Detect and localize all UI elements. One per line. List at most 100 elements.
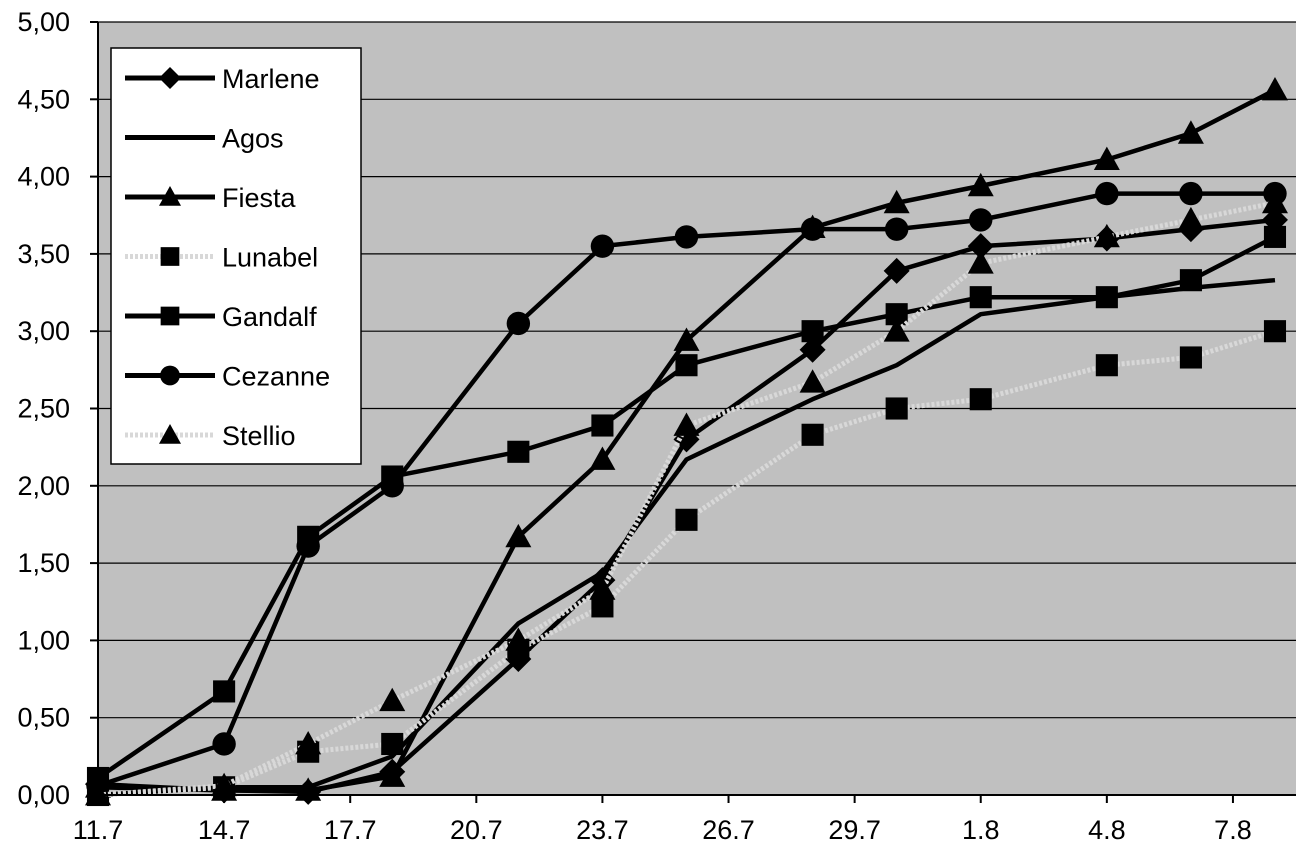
data-point-triangle (673, 412, 700, 436)
data-point-circle (800, 217, 825, 241)
data-point-triangle (159, 186, 181, 206)
data-point-triangle (1177, 206, 1204, 231)
data-point-triangle (1177, 120, 1204, 144)
data-point-triangle (1093, 146, 1120, 170)
y-tick-label: 4,00 (17, 162, 70, 192)
data-point-diamond (967, 233, 994, 260)
legend-item-lunabel: Lunabel (125, 243, 318, 273)
legend: Marlene Agos Fiesta Lunabel Gandalf Cezanne St… (110, 47, 362, 465)
data-point-square (160, 306, 180, 326)
data-point-circle (212, 732, 236, 756)
legend-item-marlene: Marlene (125, 64, 320, 94)
y-tick-label: 0,50 (17, 703, 70, 733)
data-point-triangle (967, 172, 994, 197)
data-point-triangle (505, 523, 532, 548)
data-point-square (801, 423, 824, 446)
data-point-triangle (673, 327, 700, 351)
data-point-circle (506, 311, 531, 336)
data-point-triangle (379, 763, 406, 787)
data-point-square (885, 303, 908, 326)
data-point-square (507, 440, 530, 463)
data-point-square (1179, 346, 1202, 369)
data-point-square (885, 397, 908, 420)
x-tick-label: 23.7 (576, 815, 629, 845)
data-point-circle (969, 208, 993, 232)
data-point-triangle (379, 687, 406, 712)
data-point-circle (160, 365, 180, 386)
x-tick-label: 4.8 (1088, 815, 1126, 845)
data-point-square (1179, 269, 1202, 292)
data-point-circle (1095, 181, 1119, 206)
y-tick-label: 3,50 (17, 239, 70, 269)
y-tick-label: 4,50 (17, 84, 70, 114)
data-point-triangle (1093, 223, 1120, 248)
data-point-circle (884, 217, 909, 241)
data-point-square (1095, 354, 1118, 377)
y-tick-label: 5,00 (17, 7, 70, 37)
legend-item-stellio: Stellio (125, 421, 296, 451)
x-tick-label: 20.7 (450, 815, 503, 845)
data-point-square (675, 354, 698, 377)
data-point-triangle (589, 576, 616, 600)
data-point-square (591, 414, 614, 437)
y-tick-label: 3,00 (17, 316, 70, 346)
data-point-triangle (967, 250, 994, 274)
series-cezanne (86, 181, 1287, 798)
data-point-circle (590, 234, 615, 258)
data-point-square (381, 732, 404, 756)
data-point-diamond (883, 257, 910, 284)
legend-label: Gandalf (222, 302, 317, 332)
data-point-diamond (799, 336, 826, 363)
data-point-triangle (799, 369, 826, 393)
data-point-square (160, 247, 180, 266)
legend-label: Lunabel (222, 243, 318, 273)
data-point-circle (674, 225, 699, 249)
series-layer (85, 77, 1288, 807)
data-point-triangle (295, 730, 322, 755)
legend-label: Fiesta (222, 183, 297, 213)
x-tick-label: 26.7 (702, 815, 755, 845)
y-axis-ticks: 0,00 0,50 1,00 1,50 2,00 2,50 3,00 3,50 4,00 4,50… (17, 7, 98, 810)
data-point-diamond (159, 67, 181, 89)
x-tick-label: 7.8 (1214, 815, 1252, 845)
data-point-triangle (211, 772, 238, 797)
legend-item-fiesta: Fiesta (125, 183, 297, 213)
data-point-triangle (505, 627, 532, 651)
data-point-square (1263, 320, 1287, 343)
data-point-triangle (159, 424, 181, 444)
y-tick-label: 0,00 (17, 780, 70, 810)
legend-label: Agos (222, 124, 284, 154)
legend-label: Stellio (222, 421, 296, 451)
data-point-circle (380, 474, 404, 498)
legend-label: Marlene (222, 64, 320, 94)
series-stellio (85, 189, 1288, 806)
data-point-square (801, 320, 824, 343)
data-point-square (675, 508, 698, 531)
y-tick-label: 2,00 (17, 471, 70, 501)
data-point-square (213, 680, 236, 703)
data-point-square (969, 286, 992, 309)
x-tick-label: 1.8 (962, 815, 1000, 845)
y-tick-label: 2,50 (17, 394, 70, 424)
x-axis-ticks: 11.7 14.7 17.7 20.7 23.7 26.7 29.7 1.8 4.8 7.8 (73, 795, 1252, 845)
data-point-triangle (1261, 77, 1288, 101)
data-point-triangle (589, 446, 616, 470)
data-point-triangle (1261, 189, 1288, 214)
data-point-square (969, 388, 992, 411)
x-tick-label: 29.7 (828, 815, 881, 845)
data-point-circle (296, 534, 320, 558)
data-point-square (591, 595, 614, 618)
x-tick-label: 14.7 (198, 815, 251, 845)
legend-item-cezanne: Cezanne (125, 362, 330, 392)
legend-item-gandalf: Gandalf (125, 302, 317, 332)
x-tick-label: 17.7 (324, 815, 377, 845)
data-point-square (1095, 286, 1118, 309)
data-point-triangle (883, 189, 910, 214)
data-point-square (1263, 225, 1287, 248)
legend-item-agos: Agos (125, 124, 284, 154)
y-tick-label: 1,50 (17, 548, 70, 578)
legend-label: Cezanne (222, 362, 330, 392)
y-tick-label: 1,00 (17, 625, 70, 655)
data-point-triangle (883, 318, 910, 342)
